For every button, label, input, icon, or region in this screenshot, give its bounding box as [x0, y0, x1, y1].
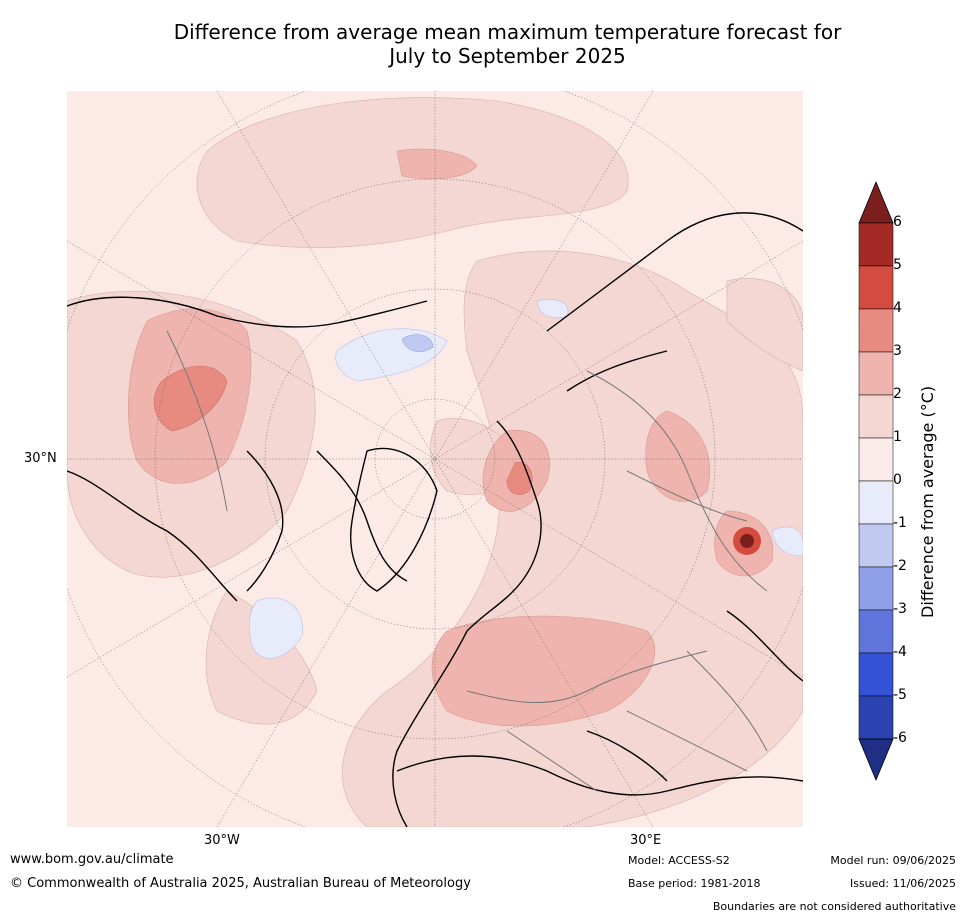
colorbar-cell [858, 695, 894, 740]
colorbar-cell [858, 351, 894, 396]
colorbar-tick-label: 3 [893, 343, 902, 359]
colorbar-cell [858, 394, 894, 439]
colorbar-cell [858, 652, 894, 697]
colorbar-arrow-bottom [858, 738, 894, 782]
anomaly-neg-1-2 [401, 334, 434, 352]
polar-map [67, 91, 803, 827]
colorbar-cell [858, 265, 894, 310]
lon-label-30e: 30°E [630, 833, 662, 848]
lon-label-30w: 30°W [204, 833, 240, 848]
colorbar-tick-label: -5 [893, 687, 907, 703]
colorbar-arrow-top [858, 180, 894, 224]
base-period-text: Base period: 1981-2018 [628, 877, 761, 890]
colorbar-tick-label: -3 [893, 601, 907, 617]
colorbar-tick-label: -4 [893, 644, 907, 660]
colorbar-cell [858, 222, 894, 267]
coastlines [67, 212, 803, 827]
colorbar-tick-label: 4 [893, 300, 902, 316]
borders [166, 330, 768, 792]
issued-text: Issued: 11/06/2025 [849, 877, 956, 890]
colorbar-cell [858, 480, 894, 525]
colorbar-cells [858, 180, 894, 782]
colorbar-tick-label: -2 [893, 558, 907, 574]
colorbar-tick-label: 5 [893, 257, 902, 273]
website-link[interactable]: www.bom.gov.au/climate [10, 852, 174, 867]
colorbar-label: Difference from average (°C) [918, 385, 937, 618]
disclaimer-text: Boundaries are not considered authoritat… [712, 900, 956, 913]
copyright-text: © Commonwealth of Australia 2025, Austra… [10, 876, 471, 891]
lat-label-30n: 30°N [24, 451, 57, 466]
graticule [67, 91, 803, 827]
colorbar-tick-label: -1 [893, 515, 907, 531]
colorbar-tick-label: -6 [893, 730, 907, 746]
colorbar-cell [858, 523, 894, 568]
title-line-2: July to September 2025 [389, 44, 626, 68]
chart-title: Difference from average mean maximum tem… [100, 20, 915, 68]
anomaly-hotspot [733, 527, 761, 555]
model-run-text: Model run: 09/06/2025 [830, 854, 956, 867]
colorbar-tick-label: 1 [893, 429, 902, 445]
title-line-1: Difference from average mean maximum tem… [173, 20, 842, 44]
colorbar-cell [858, 308, 894, 353]
colorbar-tick-label: 2 [893, 386, 902, 402]
map-svg [67, 91, 803, 827]
colorbar-cell [858, 609, 894, 654]
colorbar [858, 180, 894, 782]
colorbar-cell [858, 437, 894, 482]
model-text: Model: ACCESS-S2 [628, 854, 730, 867]
colorbar-tick-label: 0 [893, 472, 902, 488]
colorbar-tick-label: 6 [893, 214, 902, 230]
colorbar-cell [858, 566, 894, 611]
